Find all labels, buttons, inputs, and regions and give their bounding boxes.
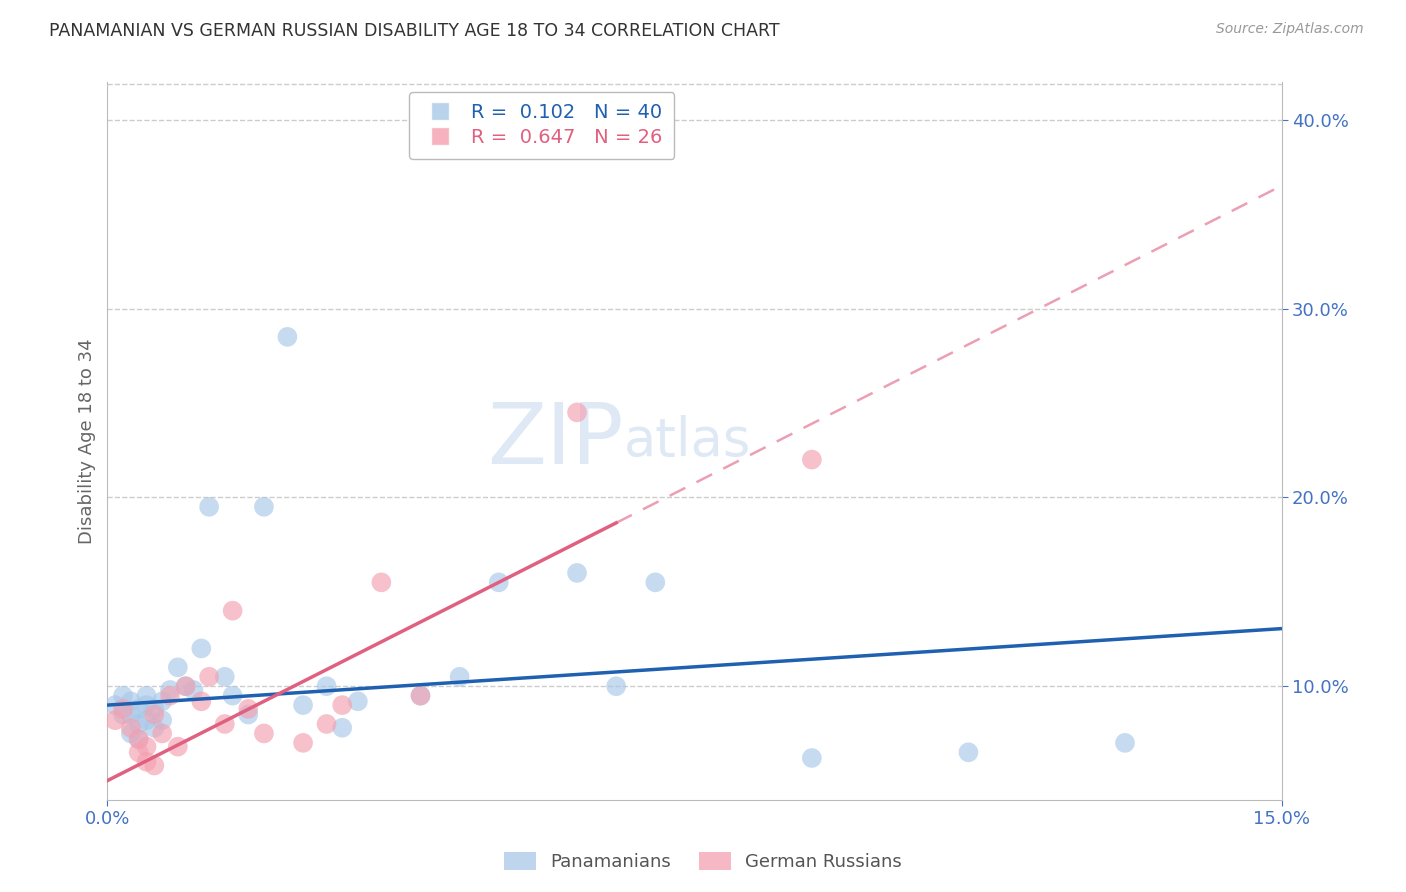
- Point: [128, 717, 150, 731]
- Point: [135, 713, 157, 727]
- Point: [315, 679, 337, 693]
- Point: [166, 739, 188, 754]
- Point: [276, 330, 298, 344]
- Point: [135, 689, 157, 703]
- Point: [370, 575, 392, 590]
- Point: [565, 405, 588, 419]
- Point: [135, 739, 157, 754]
- Point: [409, 689, 432, 703]
- Point: [221, 689, 243, 703]
- Point: [292, 736, 315, 750]
- Point: [143, 721, 166, 735]
- Point: [120, 721, 142, 735]
- Point: [238, 702, 260, 716]
- Legend: Panamanians, German Russians: Panamanians, German Russians: [496, 846, 910, 879]
- Point: [644, 575, 666, 590]
- Point: [104, 698, 127, 712]
- Point: [143, 702, 166, 716]
- Point: [128, 702, 150, 716]
- Point: [183, 683, 205, 698]
- Point: [143, 758, 166, 772]
- Point: [104, 713, 127, 727]
- Point: [292, 698, 315, 712]
- Text: atlas: atlas: [624, 415, 751, 467]
- Point: [174, 679, 197, 693]
- Point: [449, 670, 471, 684]
- Point: [143, 707, 166, 722]
- Point: [800, 452, 823, 467]
- Y-axis label: Disability Age 18 to 34: Disability Age 18 to 34: [79, 338, 96, 543]
- Point: [190, 641, 212, 656]
- Text: PANAMANIAN VS GERMAN RUSSIAN DISABILITY AGE 18 TO 34 CORRELATION CHART: PANAMANIAN VS GERMAN RUSSIAN DISABILITY …: [49, 22, 780, 40]
- Text: Source: ZipAtlas.com: Source: ZipAtlas.com: [1216, 22, 1364, 37]
- Point: [128, 745, 150, 759]
- Point: [214, 670, 236, 684]
- Point: [112, 689, 135, 703]
- Point: [565, 566, 588, 580]
- Point: [150, 694, 173, 708]
- Point: [330, 698, 353, 712]
- Point: [159, 683, 181, 698]
- Point: [166, 660, 188, 674]
- Point: [221, 604, 243, 618]
- Point: [330, 721, 353, 735]
- Point: [159, 689, 181, 703]
- Point: [150, 713, 173, 727]
- Point: [150, 726, 173, 740]
- Point: [190, 694, 212, 708]
- Point: [112, 702, 135, 716]
- Legend: R =  0.102   N = 40, R =  0.647   N = 26: R = 0.102 N = 40, R = 0.647 N = 26: [409, 92, 675, 159]
- Point: [198, 670, 221, 684]
- Point: [347, 694, 370, 708]
- Point: [174, 679, 197, 693]
- Text: ZIP: ZIP: [488, 400, 624, 483]
- Point: [120, 694, 142, 708]
- Point: [128, 732, 150, 747]
- Point: [112, 707, 135, 722]
- Point: [238, 707, 260, 722]
- Point: [214, 717, 236, 731]
- Point: [488, 575, 510, 590]
- Point: [120, 726, 142, 740]
- Point: [135, 755, 157, 769]
- Point: [120, 707, 142, 722]
- Point: [253, 500, 276, 514]
- Point: [605, 679, 627, 693]
- Point: [315, 717, 337, 731]
- Point: [198, 500, 221, 514]
- Point: [253, 726, 276, 740]
- Point: [135, 698, 157, 712]
- Point: [957, 745, 980, 759]
- Point: [409, 689, 432, 703]
- Point: [128, 732, 150, 747]
- Point: [800, 751, 823, 765]
- Point: [1114, 736, 1136, 750]
